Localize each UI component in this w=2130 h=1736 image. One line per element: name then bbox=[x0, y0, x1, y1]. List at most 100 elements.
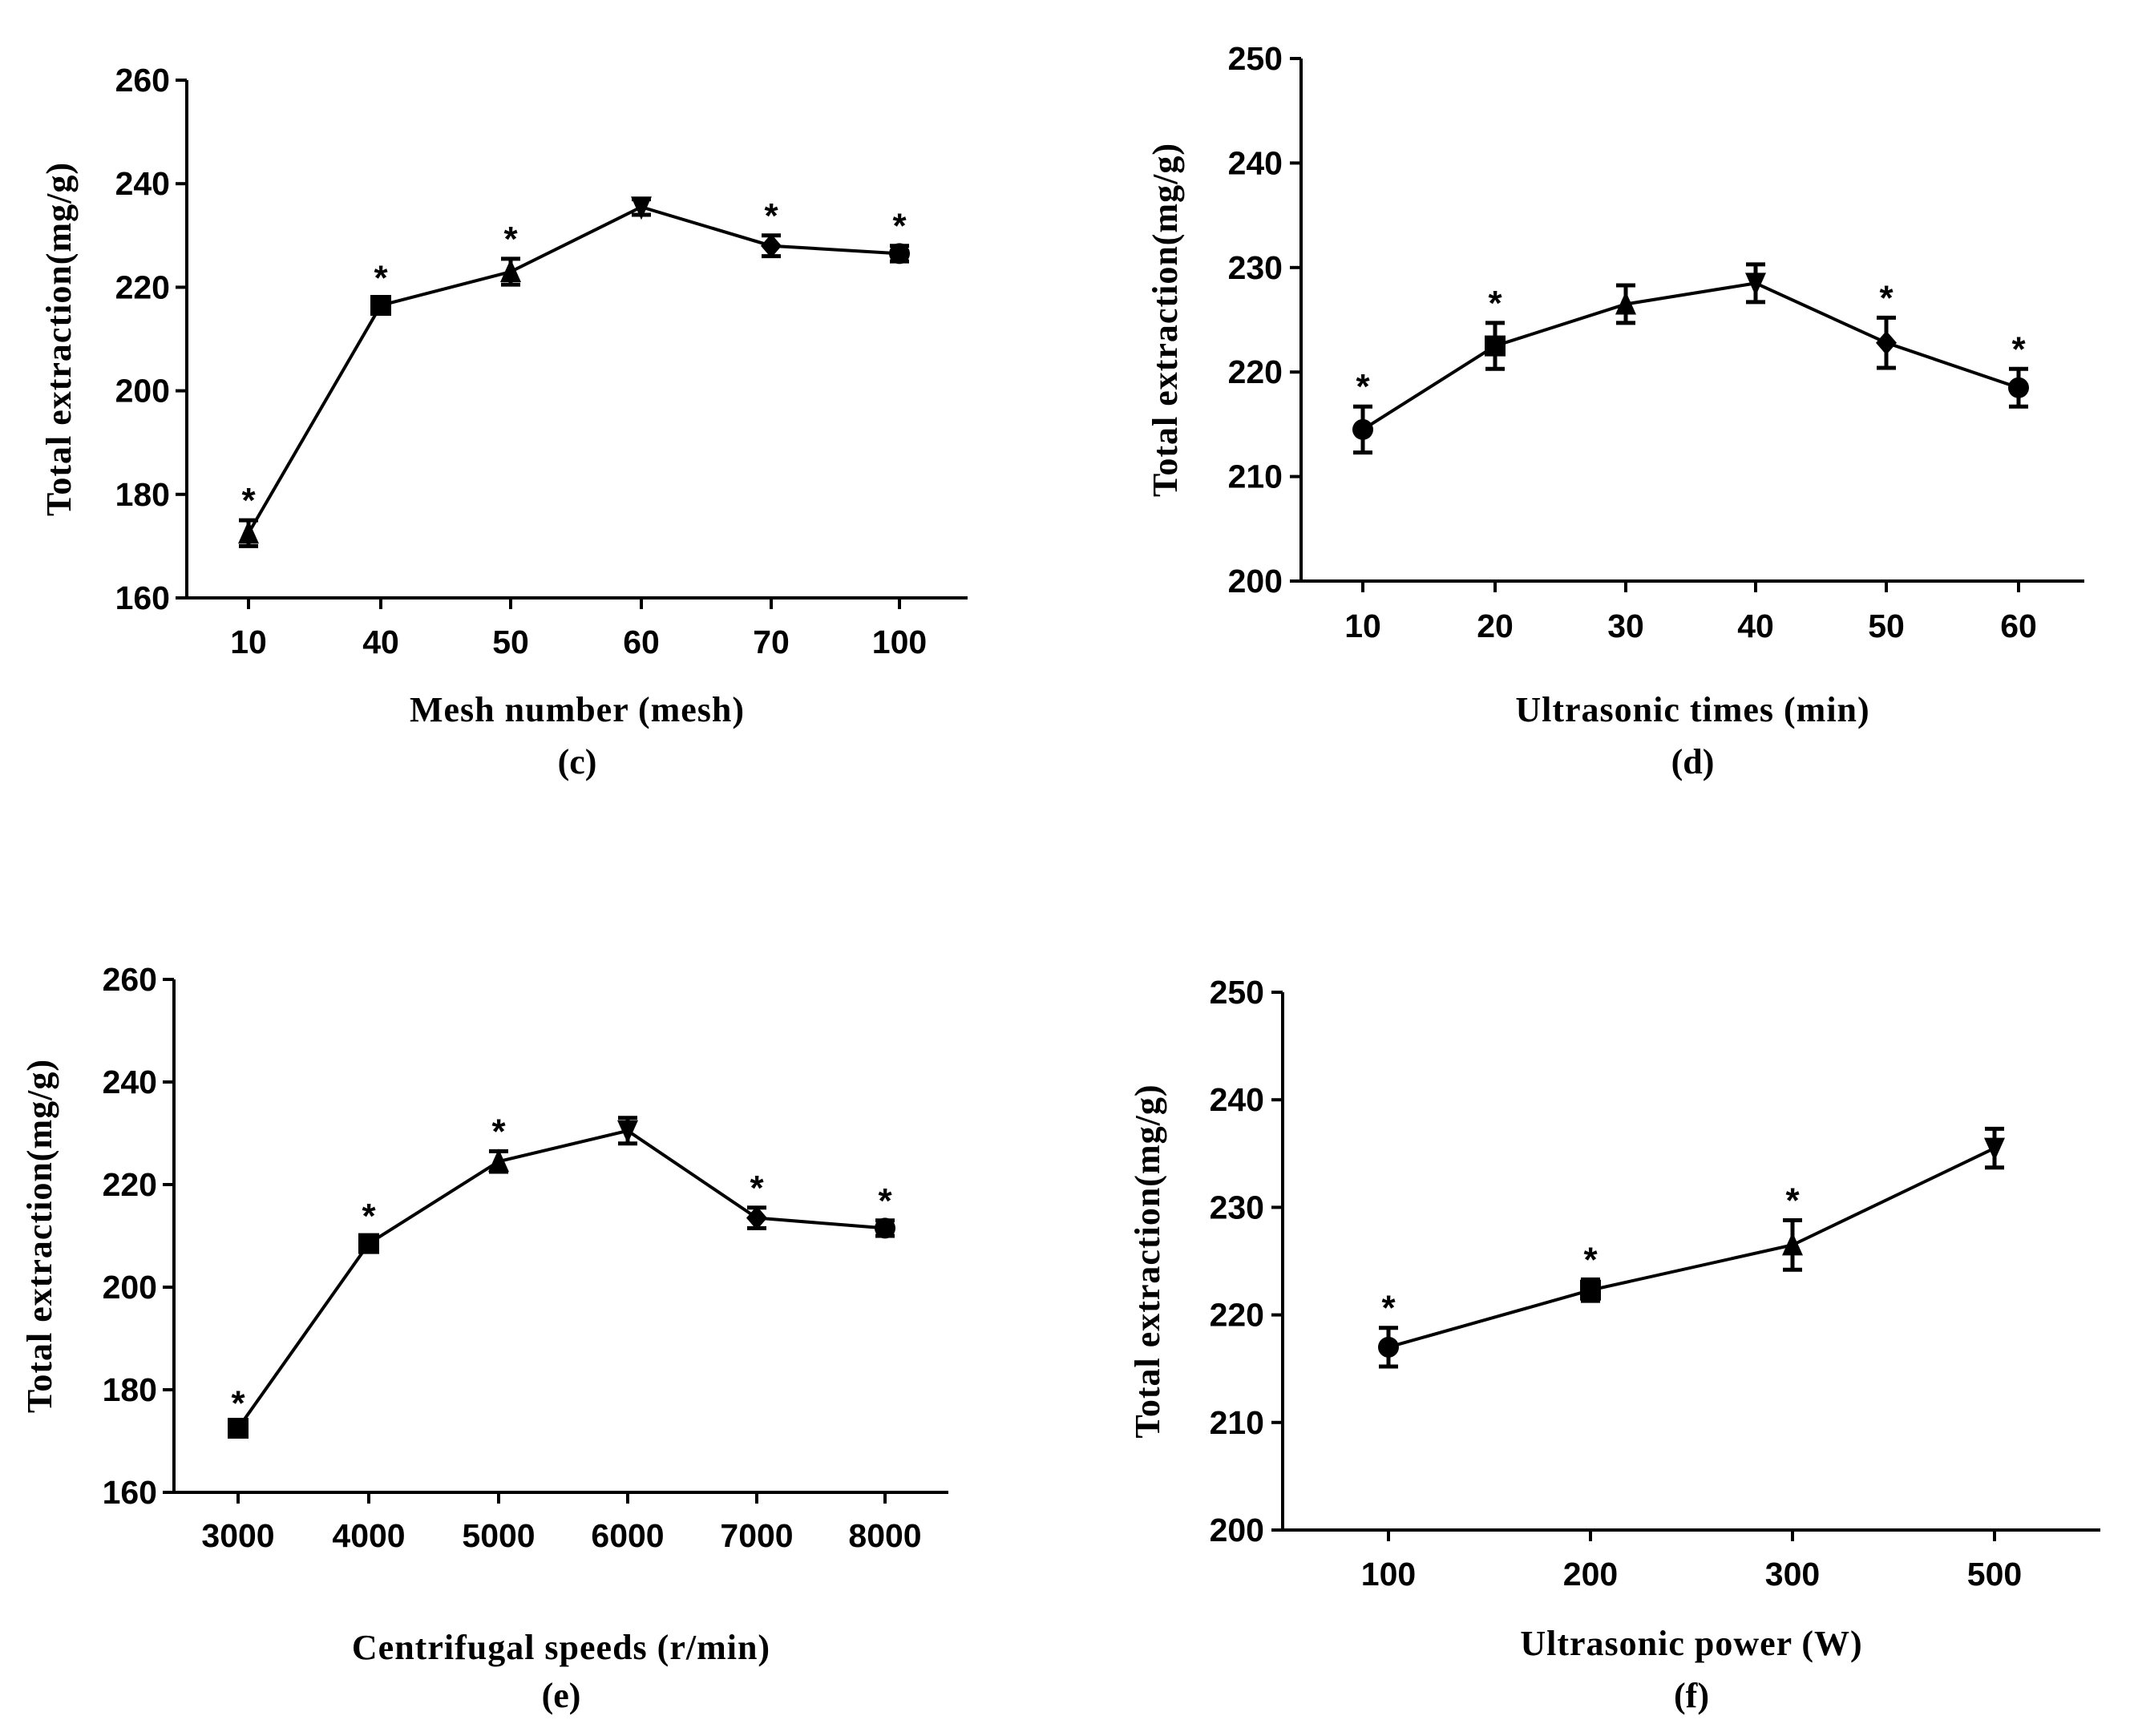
y-tick-label: 200 bbox=[115, 373, 170, 410]
data-point bbox=[358, 1233, 379, 1254]
x-tick-label: 7000 bbox=[720, 1517, 793, 1554]
data-point bbox=[370, 295, 391, 317]
data-point bbox=[488, 1149, 509, 1173]
data-point bbox=[1615, 291, 1636, 315]
chart-panel-1: 160 180 200 220 240 260 10 40 50 60 70 100 * * * * * Mesh… bbox=[39, 62, 968, 781]
x-tick-label: 200 bbox=[1563, 1556, 1618, 1593]
panel-label: (e) bbox=[542, 1676, 581, 1715]
y-axis-title: Total extraction(mg/g) bbox=[1128, 1084, 1167, 1439]
significance-star: * bbox=[750, 1169, 764, 1208]
y-tick-label: 230 bbox=[1228, 249, 1283, 286]
y-tick-label: 180 bbox=[103, 1371, 157, 1408]
data-point bbox=[1580, 1279, 1601, 1301]
x-tick-label: 300 bbox=[1765, 1556, 1820, 1593]
data-point bbox=[1378, 1336, 1399, 1358]
x-tick-label: 3000 bbox=[201, 1517, 274, 1554]
data-point bbox=[1782, 1232, 1803, 1256]
y-tick-label: 240 bbox=[1210, 1081, 1264, 1118]
y-tick-label: 260 bbox=[103, 961, 157, 998]
y-axis-title: Total extraction(mg/g) bbox=[39, 162, 79, 516]
significance-star: * bbox=[491, 1112, 506, 1151]
x-tick-label: 10 bbox=[1344, 608, 1381, 644]
y-tick-label: 210 bbox=[1210, 1404, 1264, 1441]
significance-star: * bbox=[1583, 1240, 1598, 1279]
chart-panel-3: 160 180 200 220 240 260 3000 4000 5000 6000 7000 80… bbox=[20, 961, 948, 1715]
series-line bbox=[247, 205, 900, 535]
x-tick-label: 100 bbox=[1361, 1556, 1416, 1593]
x-axis-title: Mesh number (mesh) bbox=[410, 690, 745, 729]
significance-star: * bbox=[241, 481, 256, 520]
x-tick-label: 10 bbox=[230, 624, 267, 660]
significance-star: * bbox=[503, 220, 518, 259]
y-tick-label: 160 bbox=[115, 579, 170, 616]
y-tick-label: 200 bbox=[1210, 1512, 1264, 1548]
y-tick-label: 200 bbox=[1228, 563, 1283, 600]
y-tick-label: 250 bbox=[1228, 40, 1283, 77]
y-tick-label: 220 bbox=[1210, 1297, 1264, 1334]
y-tick-label: 180 bbox=[115, 476, 170, 513]
x-tick-label: 60 bbox=[2000, 608, 2037, 644]
x-tick-label: 70 bbox=[753, 624, 790, 660]
significance-star: * bbox=[374, 258, 388, 297]
significance-star: * bbox=[231, 1384, 245, 1423]
x-tick-label: 30 bbox=[1607, 608, 1644, 644]
x-tick-label: 5000 bbox=[462, 1517, 535, 1554]
x-tick-label: 20 bbox=[1477, 608, 1514, 644]
data-point bbox=[1876, 330, 1897, 355]
x-tick-label: 50 bbox=[492, 624, 529, 660]
data-point bbox=[631, 196, 652, 220]
data-point bbox=[617, 1120, 638, 1144]
data-point bbox=[889, 243, 910, 264]
y-tick-label: 160 bbox=[103, 1474, 157, 1511]
y-tick-label: 200 bbox=[103, 1269, 157, 1306]
significance-star: * bbox=[1879, 278, 1894, 317]
data-point bbox=[1485, 335, 1506, 357]
data-point bbox=[1984, 1137, 2005, 1161]
data-point bbox=[1745, 273, 1766, 297]
y-tick-label: 230 bbox=[1210, 1189, 1264, 1225]
panel-label: (d) bbox=[1671, 742, 1715, 781]
x-tick-label: 40 bbox=[1737, 608, 1774, 644]
x-tick-label: 8000 bbox=[848, 1517, 921, 1554]
x-tick-label: 100 bbox=[872, 624, 927, 660]
significance-star: * bbox=[764, 196, 778, 236]
data-point bbox=[2008, 377, 2029, 398]
y-tick-label: 220 bbox=[115, 268, 170, 305]
y-tick-label: 220 bbox=[1228, 353, 1283, 390]
panel-label: (f) bbox=[1674, 1676, 1709, 1715]
data-point bbox=[761, 233, 782, 258]
data-point bbox=[228, 1418, 249, 1439]
series-line bbox=[1361, 281, 2019, 431]
series-line bbox=[1388, 1146, 1995, 1349]
x-tick-label: 4000 bbox=[332, 1517, 405, 1554]
x-tick-label: 60 bbox=[623, 624, 660, 660]
x-axis-title: Ultrasonic times (min) bbox=[1515, 690, 1869, 729]
significance-star: * bbox=[2011, 329, 2026, 369]
data-point bbox=[500, 259, 521, 283]
chart-panel-2: 200 210 220 230 240 250 10 20 30 40 50 60 * * * * Ultras… bbox=[1146, 40, 2084, 781]
significance-star: * bbox=[362, 1197, 376, 1236]
y-tick-label: 240 bbox=[103, 1064, 157, 1100]
data-point bbox=[1352, 418, 1373, 440]
data-point bbox=[238, 520, 259, 544]
significance-star: * bbox=[1785, 1181, 1800, 1221]
y-axis-title: Total extraction(mg/g) bbox=[20, 1059, 59, 1413]
y-axis-title: Total extraction(mg/g) bbox=[1146, 143, 1185, 497]
x-axis-title: Ultrasonic power (W) bbox=[1520, 1624, 1862, 1663]
y-tick-label: 220 bbox=[103, 1166, 157, 1203]
x-tick-label: 6000 bbox=[591, 1517, 664, 1554]
y-tick-label: 250 bbox=[1210, 974, 1264, 1011]
y-tick-label: 240 bbox=[115, 165, 170, 202]
y-tick-label: 260 bbox=[115, 62, 170, 99]
series-line bbox=[236, 1128, 886, 1430]
y-tick-label: 240 bbox=[1228, 144, 1283, 181]
significance-star: * bbox=[1381, 1289, 1396, 1328]
data-point bbox=[875, 1217, 895, 1239]
significance-star: * bbox=[1488, 284, 1502, 323]
data-point bbox=[746, 1205, 767, 1230]
x-axis-title: Centrifugal speeds (r/min) bbox=[352, 1628, 770, 1667]
x-tick-label: 40 bbox=[362, 624, 399, 660]
chart-panel-4: 200 210 220 230 240 250 100 200 300 500 * * * Ultraso… bbox=[1128, 974, 2100, 1715]
panel-label: (c) bbox=[558, 742, 597, 781]
